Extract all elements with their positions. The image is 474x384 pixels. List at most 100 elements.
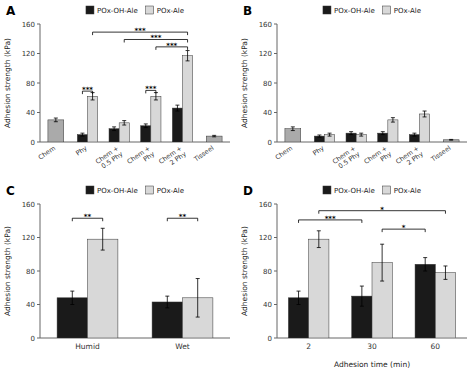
error-bar xyxy=(112,127,116,131)
y-tick-label: 160 xyxy=(22,201,35,209)
y-label: Adhesion strength (kPa) xyxy=(3,226,12,316)
legend: POx-OH-AlePOx-Ale xyxy=(323,186,421,195)
legend-swatch xyxy=(323,186,331,194)
y-tick-label: 40 xyxy=(263,301,272,309)
y-axis xyxy=(40,204,41,338)
bar xyxy=(420,114,430,142)
bars xyxy=(48,51,222,142)
bar xyxy=(415,264,435,338)
x-tick-line: Phy xyxy=(74,144,88,157)
legend-swatch xyxy=(86,186,94,194)
error-bar xyxy=(212,135,216,136)
y-tick-label: 80 xyxy=(26,268,35,276)
legend: POx-OH-Ale POx-Ale xyxy=(323,6,421,15)
sig-label: ** xyxy=(84,213,92,221)
y-tick-label: 120 xyxy=(259,50,272,58)
x-tick-line: Humid xyxy=(75,342,100,351)
error-bar xyxy=(423,111,427,117)
legend: POx-OH-Ale POx-Ale xyxy=(86,186,184,195)
sig-label: * xyxy=(402,224,406,232)
x-tick-line: Chem xyxy=(37,144,57,161)
panel-title: D xyxy=(243,184,253,198)
x-axis xyxy=(40,142,230,143)
error-bar xyxy=(423,258,427,271)
y-tick-label: 120 xyxy=(259,234,272,242)
error-bar xyxy=(144,124,148,128)
y-label: Adhesion strength (kPa) xyxy=(240,226,249,316)
error-bar xyxy=(349,132,353,135)
bar xyxy=(435,273,455,338)
error-bar xyxy=(291,127,295,131)
bar xyxy=(206,136,222,142)
bar xyxy=(119,123,129,142)
x-tick-line: Tisseel xyxy=(192,144,216,164)
legend-label: POx-Ale xyxy=(394,187,421,195)
error-bar xyxy=(381,132,385,135)
x-tick-label: Chem +0.5 Phy xyxy=(331,144,362,172)
error-bar xyxy=(380,244,384,281)
bar xyxy=(443,140,459,142)
y-tick-label: 0 xyxy=(31,335,35,343)
x-tick-line: 60 xyxy=(431,342,441,351)
x-tick-label: Chem xyxy=(37,144,57,161)
panel: 04080120160***************ChemPhyChem +0… xyxy=(3,4,230,172)
legend-swatch xyxy=(383,6,391,14)
legend-label: POx-OH-Ale xyxy=(334,7,375,15)
sig-label: *** xyxy=(145,85,156,93)
error-bar xyxy=(360,286,364,306)
y-tick-label: 160 xyxy=(259,21,272,29)
error-bar xyxy=(443,266,447,279)
y-tick-label: 40 xyxy=(26,301,35,309)
y-axis xyxy=(40,24,41,142)
bar xyxy=(183,56,193,142)
y-label: Adhesion strength (kPa) xyxy=(3,38,12,128)
bars xyxy=(288,231,455,338)
x-tick-line: Chem xyxy=(274,144,294,161)
panel-title: C xyxy=(6,184,15,198)
bars xyxy=(57,228,213,338)
x-tick-line: 0.5 Phy xyxy=(337,150,362,171)
chart: 04080120160***************ChemPhyChem +0… xyxy=(0,0,474,384)
error-bar xyxy=(80,133,84,136)
x-tick-line: Phy xyxy=(142,150,156,163)
sig-label: * xyxy=(380,206,384,214)
legend-label: POx-OH-Ale xyxy=(97,187,138,195)
y-tick-label: 120 xyxy=(22,50,35,58)
x-tick-label: 30 xyxy=(367,342,377,351)
x-tick-line: 0.5 Phy xyxy=(100,150,125,171)
bar xyxy=(141,126,151,142)
x-tick-label: Phy xyxy=(311,144,325,157)
y-tick-label: 0 xyxy=(31,139,35,147)
x-tick-label: 2 xyxy=(306,342,311,351)
error-bar xyxy=(101,228,105,250)
y-tick-label: 0 xyxy=(268,139,272,147)
x-axis xyxy=(277,142,467,143)
x-tick-label: Tisseel xyxy=(192,144,216,164)
legend-swatch xyxy=(86,6,94,14)
y-tick-label: 80 xyxy=(263,80,272,88)
sig-label: *** xyxy=(135,27,146,35)
x-tick-line: 2 xyxy=(306,342,311,351)
y-tick-label: 40 xyxy=(26,109,35,117)
x-tick-line: 30 xyxy=(367,342,377,351)
y-tick-label: 160 xyxy=(259,201,272,209)
error-bar xyxy=(359,133,363,136)
bars xyxy=(285,111,459,142)
legend-swatch xyxy=(323,6,331,14)
legend-label: POx-Ale xyxy=(394,7,421,15)
legend-swatch xyxy=(383,186,391,194)
x-tick-line: Phy xyxy=(311,144,325,157)
error-bar xyxy=(328,133,332,136)
y-tick-label: 80 xyxy=(263,268,272,276)
x-tick-label: Phy xyxy=(74,144,88,157)
x-tick-label: 60 xyxy=(431,342,441,351)
y-label: Adhesion strength (kPa) xyxy=(240,38,249,128)
x-label: Adhesion time (min) xyxy=(334,360,410,369)
x-tick-label: Chem xyxy=(274,144,294,161)
x-tick-label: Chem +0.5 Phy xyxy=(94,144,125,172)
panel: 04080120160ChemPhyChem +0.5 PhyChem +Phy… xyxy=(240,4,467,172)
error-bar xyxy=(154,93,158,100)
legend-label: POx-Ale xyxy=(157,187,184,195)
x-tick-label: Chem +2 Phy xyxy=(157,144,188,172)
legend-swatch xyxy=(146,6,154,14)
